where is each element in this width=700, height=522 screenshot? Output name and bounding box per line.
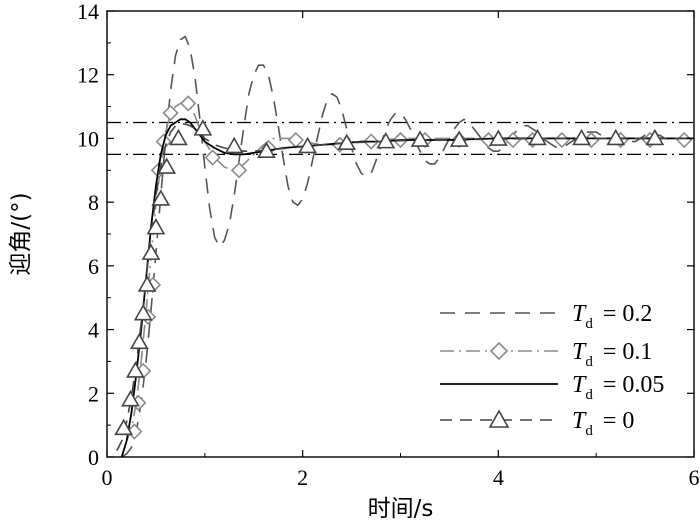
legend-marker: [489, 341, 509, 361]
data-point: [606, 128, 626, 146]
data-point: [141, 243, 161, 260]
reference-lines: [107, 121, 694, 156]
data-point: [257, 141, 276, 158]
legend-symbol: T: [572, 372, 587, 398]
y-tick-label: 0: [88, 445, 99, 470]
data-point: [528, 128, 547, 146]
data-point: [157, 157, 177, 174]
y-axis-title: 迎角/(°): [8, 192, 34, 275]
legend-item-3: Td = 0.05: [440, 372, 664, 403]
data-point: [169, 128, 188, 146]
y-tick-label: 12: [77, 63, 99, 88]
legend-marker: [488, 409, 510, 428]
legend-subscript: d: [585, 387, 593, 403]
y-tick-label: 2: [88, 381, 99, 406]
legend-symbol: T: [572, 339, 587, 365]
data-point: [504, 131, 522, 149]
series-1: [121, 35, 694, 457]
data-point: [230, 162, 248, 179]
data-point: [125, 361, 145, 378]
axes: 0 2 4 6 0 2 4 6 8 10 12 14 时间/s 迎角/(°): [8, 0, 700, 522]
data-point: [204, 149, 221, 166]
legend-label: Td = 0: [572, 408, 634, 439]
series-4: [114, 119, 694, 451]
y-tick-label: 8: [88, 190, 99, 215]
data-point: [133, 304, 153, 321]
data-point: [488, 129, 508, 146]
y-tick-label: 4: [88, 318, 99, 343]
legend-label: Td = 0.1: [572, 339, 652, 370]
data-point: [180, 95, 197, 112]
data-point: [376, 132, 396, 149]
legend-value: = 0.1: [597, 339, 653, 365]
data-point: [645, 128, 665, 146]
legend-item-4: Td = 0: [440, 408, 634, 439]
legend-subscript: d: [585, 354, 593, 370]
legend-item-1: Td = 0.2: [440, 301, 652, 332]
data-point: [137, 275, 157, 292]
x-tick-label: 0: [102, 465, 113, 490]
data-point: [121, 390, 140, 407]
legend-item-2: Td = 0.1: [440, 339, 652, 370]
legend-symbol: T: [572, 301, 587, 327]
series-3: [120, 118, 694, 457]
y-tick-label: 14: [77, 0, 99, 24]
data-point: [151, 189, 171, 206]
data-point: [287, 131, 304, 149]
series-line-1: [121, 35, 694, 457]
legend-label: Td = 0.05: [572, 372, 664, 403]
data-point: [410, 130, 430, 147]
data-point: [449, 130, 469, 147]
data-point: [676, 131, 693, 149]
series-line-3: [120, 118, 694, 457]
data-point: [129, 332, 149, 350]
data-point: [337, 133, 357, 151]
legend-value: = 0: [597, 408, 635, 434]
legend-value: = 0.05: [597, 372, 665, 398]
data-point: [193, 119, 213, 136]
data-point: [298, 136, 317, 154]
data-point: [146, 218, 166, 235]
series-line-4: [116, 123, 694, 451]
legend-subscript: d: [585, 316, 593, 332]
x-tick-label: 4: [493, 465, 504, 490]
x-tick-label: 6: [689, 465, 700, 490]
data-point: [162, 104, 179, 122]
data-point: [572, 128, 591, 146]
legend-value: = 0.2: [597, 301, 653, 327]
data-point: [114, 418, 134, 436]
x-axis-title: 时间/s: [368, 496, 434, 522]
legend-label: Td = 0.2: [572, 301, 652, 332]
y-tick-label: 10: [77, 126, 99, 151]
x-tick-label: 2: [297, 465, 308, 490]
data-point: [126, 423, 143, 440]
legend-subscript: d: [585, 423, 593, 439]
y-tick-label: 6: [88, 254, 99, 279]
data-point: [224, 136, 244, 154]
legend-symbol: T: [572, 408, 587, 434]
series-layer: [114, 35, 694, 457]
